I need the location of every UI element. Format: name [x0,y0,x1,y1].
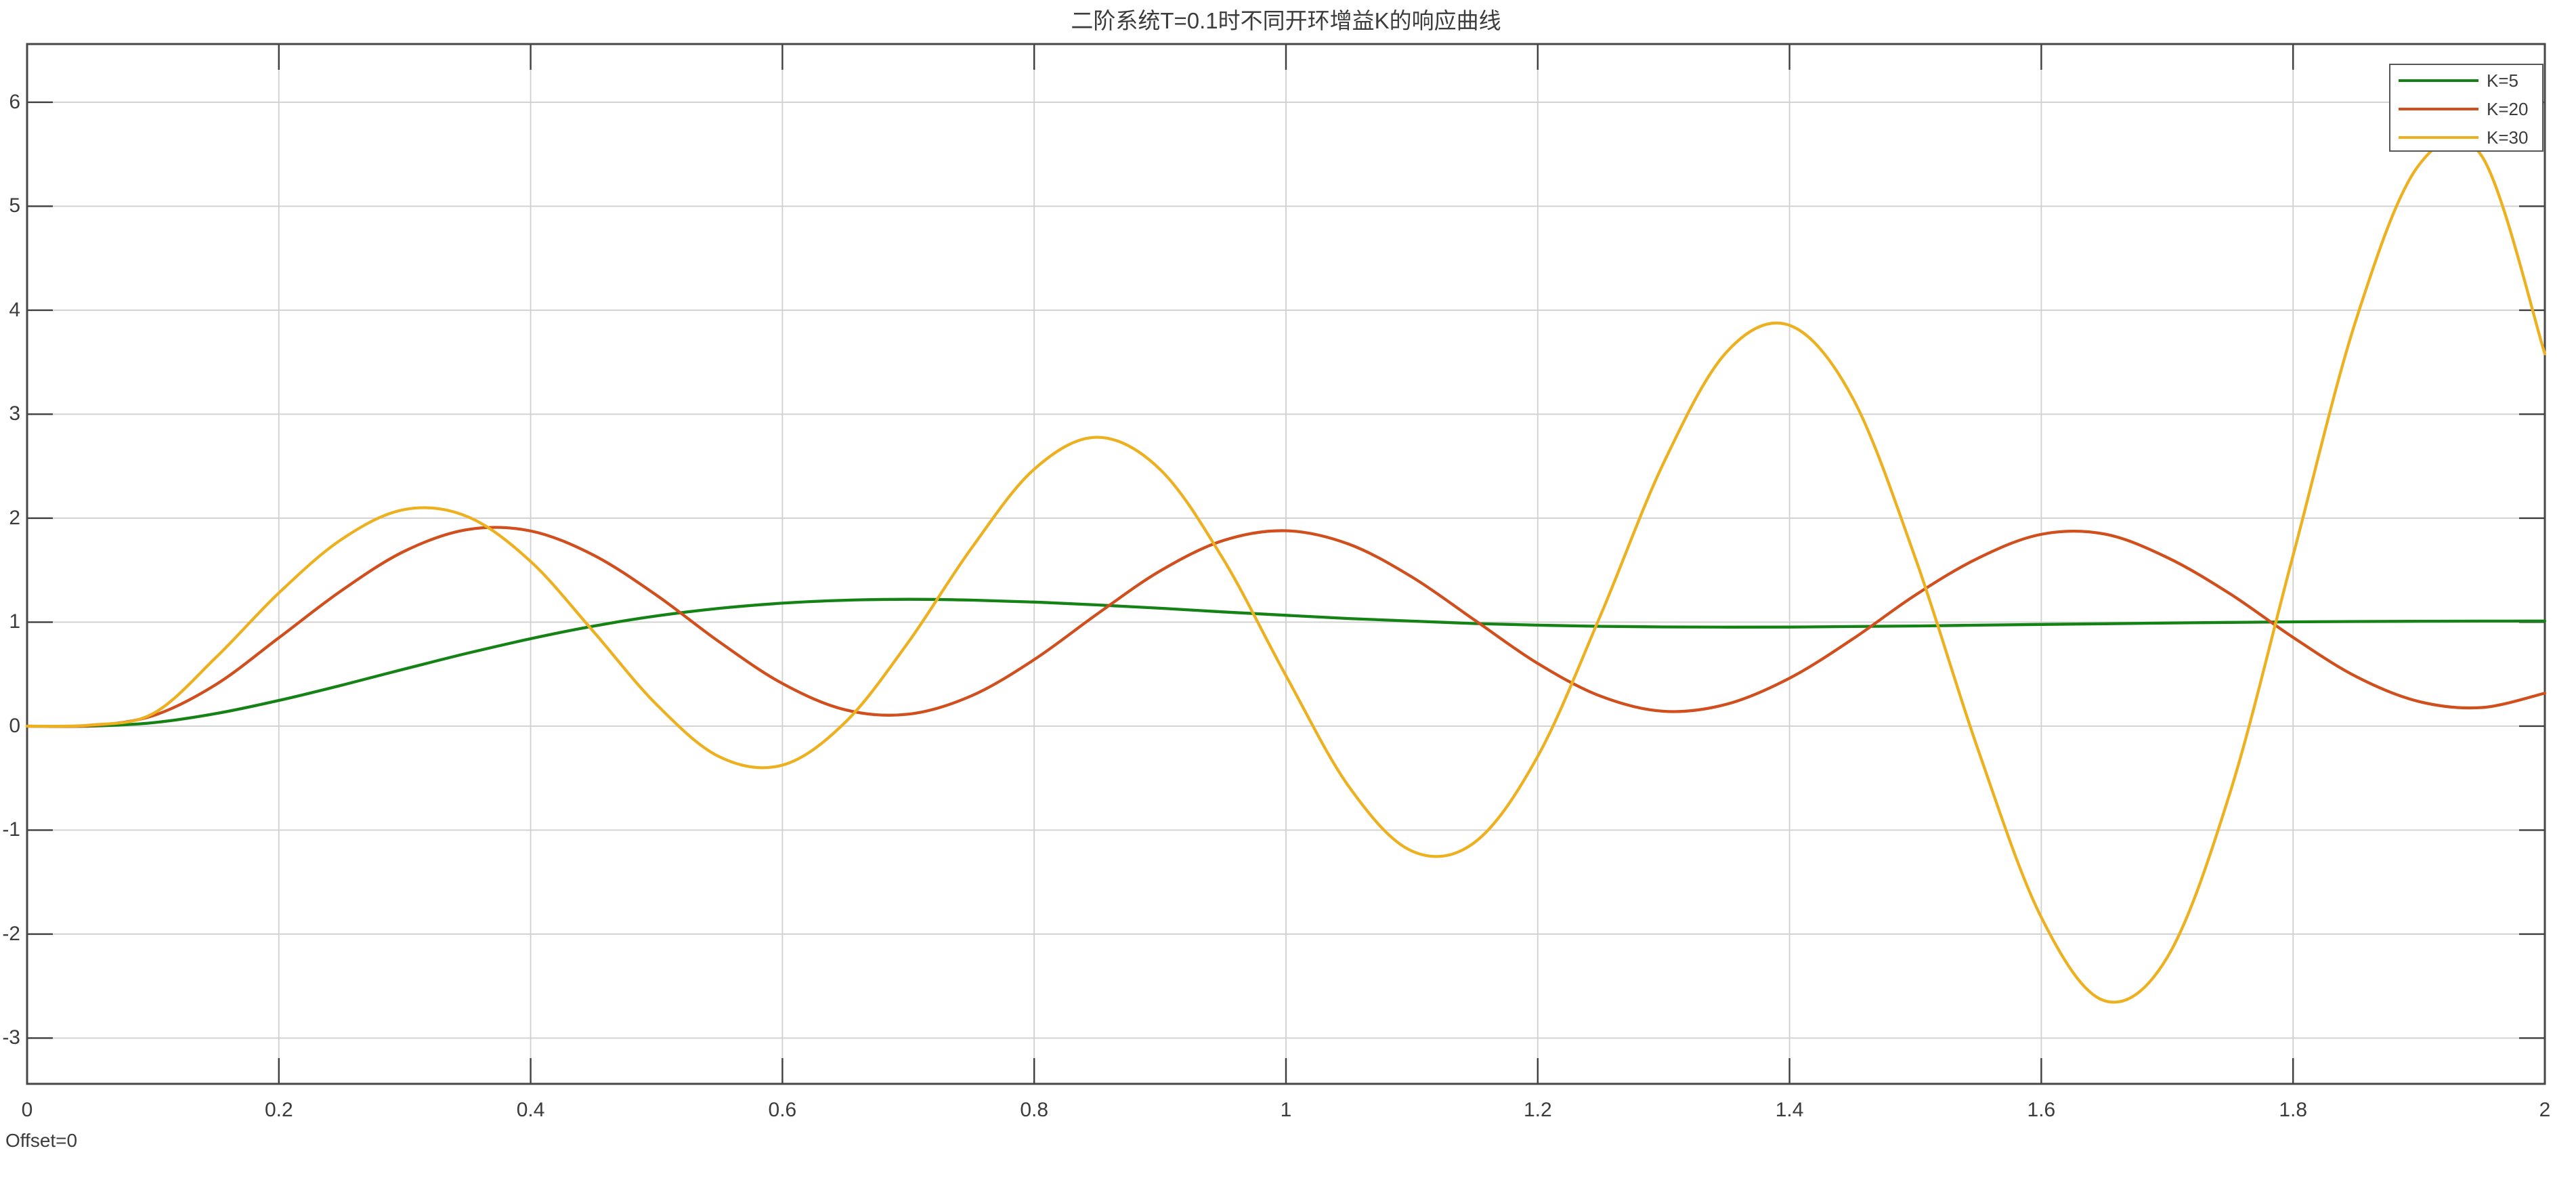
y-tick-label: 1 [9,610,20,633]
axes-box [26,43,2546,1085]
x-tick-label: 0.6 [768,1099,797,1121]
legend-item: K=30 [2390,126,2542,149]
y-tick-label: 3 [9,402,20,425]
x-tick-label: 1.2 [1523,1099,1552,1121]
y-tick-label: 4 [9,298,20,321]
legend-label: K=5 [2487,70,2518,91]
x-tick-label: 1 [1280,1099,1292,1121]
offset-label: Offset=0 [5,1130,78,1151]
legend-item: K=5 [2390,69,2542,92]
legend-label: K=30 [2487,127,2529,148]
y-tick-label: -3 [2,1026,20,1049]
x-tick-label: 0.8 [1020,1099,1049,1121]
series-line-K=30 [25,136,2547,1004]
legend-line-swatch [2399,136,2478,139]
y-tick-label: 5 [9,194,20,217]
x-tick-label: 1.4 [1775,1099,1804,1121]
x-tick-label: 0.2 [264,1099,293,1121]
series-line-K=5 [25,597,2547,728]
y-tick-label: 0 [9,714,20,737]
chart-title: 二阶系统T=0.1时不同开环增益K的响应曲线 [1071,8,1501,33]
legend-line-swatch [2399,79,2478,82]
y-tick-label: -2 [2,922,20,945]
x-tick-label: 1.8 [2279,1099,2308,1121]
x-tick-label: 2 [2539,1099,2551,1121]
y-tick-label: 2 [9,506,20,529]
x-tick-label: 1.6 [2027,1099,2056,1121]
x-tick-label: 0.4 [516,1099,545,1121]
y-tick-label: 6 [9,90,20,113]
legend-label: K=20 [2487,98,2529,119]
legend-line-swatch [2399,108,2478,110]
series-line-K=20 [25,526,2547,728]
legend-item: K=20 [2390,98,2542,121]
legend: K=5 K=20 K=30 [2389,64,2543,152]
y-tick-label: -1 [2,818,20,841]
x-tick-label: 0 [21,1099,33,1121]
